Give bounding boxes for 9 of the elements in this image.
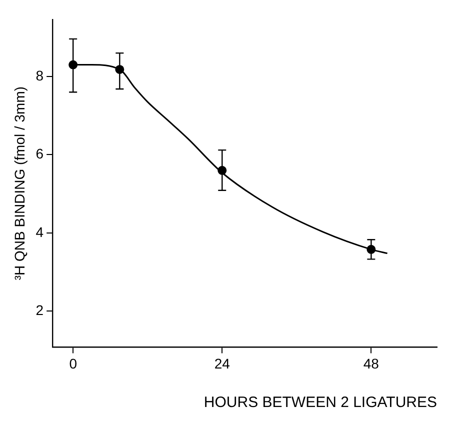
y-tick-label: 4 — [36, 224, 44, 240]
y-axis-title: ³H QNB BINDING (fmol / 3mm) — [11, 86, 28, 280]
x-tick-label: 0 — [69, 355, 78, 372]
y-tick-label: 8 — [36, 67, 44, 84]
x-axis-title: HOURS BETWEEN 2 LIGATURES — [204, 394, 437, 412]
x-tick-label: 48 — [363, 355, 380, 372]
x-tick-label: 24 — [214, 355, 230, 372]
y-tick-label: 6 — [36, 146, 44, 162]
y-tick-label: 2 — [36, 302, 44, 318]
